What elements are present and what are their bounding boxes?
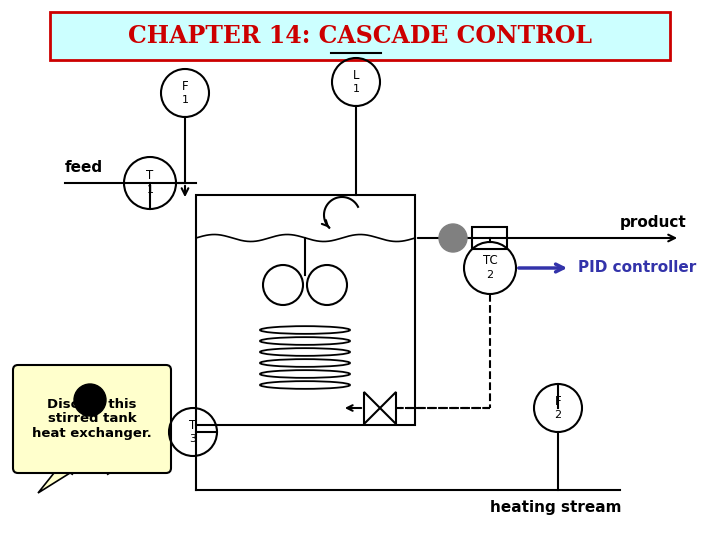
Text: 2: 2 [487,271,494,280]
Text: heating stream: heating stream [490,500,621,515]
Text: T: T [146,169,153,182]
FancyBboxPatch shape [13,365,171,473]
Text: 3: 3 [189,434,197,444]
FancyBboxPatch shape [50,12,670,60]
Text: 1: 1 [146,185,153,195]
Text: F: F [554,395,562,408]
Polygon shape [38,468,78,493]
Text: F: F [181,80,189,93]
Text: 2: 2 [554,410,562,420]
Bar [472,227,507,249]
Text: 1: 1 [353,84,359,94]
Bar [196,195,415,425]
Polygon shape [380,392,396,424]
Text: L: L [353,69,359,82]
Text: TC: TC [482,254,498,267]
Polygon shape [364,392,380,424]
Text: PID controller: PID controller [578,260,696,275]
Text: feed: feed [65,160,103,175]
Text: Discuss this
stirred tank
heat exchanger.: Discuss this stirred tank heat exchanger… [32,397,152,441]
Circle shape [74,384,106,416]
Circle shape [439,224,467,252]
Text: 1: 1 [181,94,189,105]
Text: product: product [620,215,687,230]
Text: T: T [189,419,197,432]
Text: CHAPTER 14: CASCADE CONTROL: CHAPTER 14: CASCADE CONTROL [128,24,592,48]
